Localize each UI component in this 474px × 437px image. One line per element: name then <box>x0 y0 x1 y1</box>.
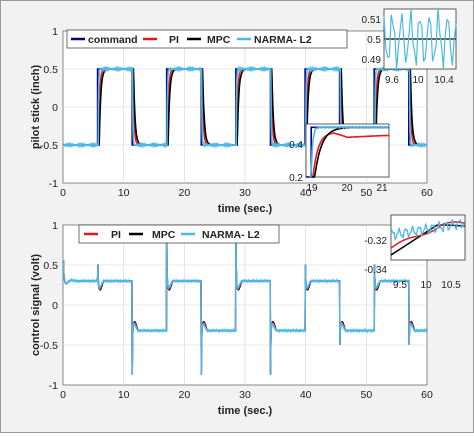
legend-label-narma: NARMA- L2 <box>202 229 260 241</box>
chart-1-legend: command PI MPC NARMA- L2 <box>66 29 348 49</box>
chart-1-ytick-label: 0.5 <box>43 64 58 76</box>
chart-2-xtick-label: 20 <box>178 389 190 401</box>
chart-2: 0 10 20 30 40 50 60 -1 -0.5 0 0.5 1 time (sec.) co… <box>30 214 466 417</box>
inset-c-xtick: 10 <box>420 280 432 291</box>
inset-a-xtick: 9.6 <box>385 75 399 86</box>
inset-a-xtick: 10.4 <box>434 75 454 86</box>
chart-1-xtick-label: 0 <box>60 187 66 199</box>
legend-label-mpc: MPC <box>152 229 176 241</box>
inset-c-narma-l2-line <box>390 218 466 242</box>
chart-2-xtick-label: 0 <box>60 389 66 401</box>
chart-2-narma-l2-line <box>62 230 428 375</box>
chart-1: 0 10 20 30 40 50 60 -1-0.500.51 time (sec.) pi… <box>30 7 457 215</box>
chart-2-x-ticks: 0 10 20 30 40 50 60 <box>60 389 433 401</box>
chart-1-ylabel: pilot stick (inch) <box>30 64 42 149</box>
chart-2-xtick-label: 30 <box>239 389 251 401</box>
chart-2-xlabel: time (sec.) <box>218 405 273 417</box>
chart-2-y-ticks: -1 -0.5 0 0.5 1 <box>40 220 58 392</box>
inset-b-xtick: 20 <box>341 183 353 194</box>
legend-label-pi: PI <box>169 34 179 46</box>
chart-1-xtick-label: 50 <box>360 187 372 199</box>
inset-a-ytick: 0.51 <box>362 15 382 26</box>
inset-a-narma-l2-line <box>383 7 457 70</box>
chart-2-xtick-label: 40 <box>300 389 312 401</box>
chart-1-xtick-label: 30 <box>239 187 251 199</box>
legend-label-mpc: MPC <box>207 34 231 46</box>
inset-c-xtick: 10.5 <box>441 280 461 291</box>
inset-c-xtick: 9.5 <box>393 280 407 291</box>
chart-1-xtick-label: 40 <box>300 187 312 199</box>
chart-1-ytick-label: 0 <box>52 102 58 114</box>
chart-2-ytick-label: 0.5 <box>43 260 58 272</box>
chart-1-xtick-label: 20 <box>178 187 190 199</box>
inset-b-ytick: 0.4 <box>289 140 303 151</box>
chart-2-grid <box>63 225 427 385</box>
chart-2-ytick-label: 0 <box>52 300 58 312</box>
inset-b-xtick: 21 <box>376 183 388 194</box>
chart-1-ytick-label: 1 <box>52 26 58 38</box>
chart-2-ytick-label: -1 <box>49 380 58 392</box>
chart-1-xlabel: time (sec.) <box>218 203 273 215</box>
chart-1-xtick-label: 60 <box>421 187 433 199</box>
inset-c-ytick: -0.32 <box>364 236 387 247</box>
inset-a-xtick: 10 <box>412 75 424 86</box>
chart-2-legend-box <box>78 224 280 244</box>
legend-label-narma: NARMA- L2 <box>254 34 312 46</box>
chart-1-ytick-label: -1 <box>49 178 58 190</box>
inset-b-ytick: 0.2 <box>289 173 303 184</box>
chart-2-xtick-label: 50 <box>360 389 372 401</box>
chart-1-inset-a: 0.51 0.5 0.49 9.6 10 10.4 <box>362 7 457 86</box>
chart-1-ytick-label: -0.5 <box>40 140 58 152</box>
chart-1-y-ticks: -1 -0.5 0 0.5 1 <box>40 26 58 190</box>
inset-b-pi-line <box>309 132 389 178</box>
inset-a-ytick: 0.49 <box>362 55 382 66</box>
inset-c-ytick: -0.34 <box>364 265 387 276</box>
legend-label-command: command <box>88 34 138 46</box>
chart-2-xtick-label: 60 <box>421 389 433 401</box>
chart-2-inset-c: -0.32 -0.34 9.5 10 10.5 <box>364 214 466 291</box>
chart-1-inset-b: 0.4 0.2 19 20 21 <box>289 123 390 194</box>
chart-2-legend: PI MPC NARMA- L2 <box>78 224 280 244</box>
inset-b-narma-l2-line <box>309 125 390 178</box>
chart-1-legend-box <box>66 29 348 49</box>
chart-1-xtick-label: 10 <box>118 187 130 199</box>
inset-a-ytick: 0.5 <box>367 35 381 46</box>
legend-label-pi: PI <box>111 229 121 241</box>
inset-b-xtick: 19 <box>306 183 318 194</box>
chart-2-lines <box>62 230 428 375</box>
chart-2-ytick-label: 1 <box>52 220 58 232</box>
chart-1-x-ticks: 0 10 20 30 40 50 60 <box>60 187 433 199</box>
chart-2-ytick-label: -0.5 <box>40 340 58 352</box>
chart-2-xtick-label: 10 <box>118 389 130 401</box>
chart-2-ylabel: control signal (volt) <box>30 254 42 356</box>
